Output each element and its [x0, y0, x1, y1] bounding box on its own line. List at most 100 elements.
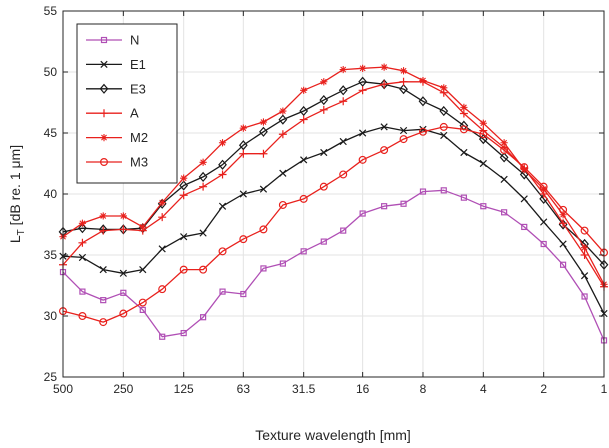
data-point-a	[218, 170, 227, 179]
data-point-e1	[119, 269, 127, 277]
legend-label-m3: M3	[130, 155, 148, 170]
legend-label-n: N	[130, 33, 139, 48]
legend-item-n: N	[86, 33, 139, 48]
legend-marker-e1	[100, 60, 108, 69]
legend-item-e1: E1	[86, 57, 146, 72]
data-point-m2	[180, 174, 188, 182]
legend-item-e3: E3	[86, 81, 146, 96]
data-point-m2	[380, 63, 388, 71]
data-point-m2	[540, 185, 548, 193]
data-point-m3	[199, 265, 208, 274]
data-point-m2	[500, 139, 508, 147]
data-point-m2	[259, 118, 268, 126]
data-point-m3	[99, 318, 108, 327]
data-point-e1	[239, 190, 247, 198]
legend-item-m3: M3	[86, 155, 148, 170]
y-axis-label: LT [dB re. 1 μm]	[7, 145, 27, 243]
data-point-m2	[339, 65, 347, 74]
data-point-e1	[99, 266, 107, 274]
data-point-m3	[239, 235, 248, 244]
data-point-m3	[158, 285, 167, 294]
data-point-m2	[520, 166, 528, 174]
data-point-m2	[279, 107, 287, 115]
data-point-e3	[439, 105, 449, 117]
data-point-e1	[339, 137, 347, 146]
data-point-e1	[399, 126, 408, 135]
data-point-e3	[418, 96, 428, 107]
data-point-e3	[278, 114, 288, 125]
x-tick-label-63: 63	[237, 382, 251, 396]
series-m2	[59, 63, 608, 288]
legend-label-a: A	[130, 106, 139, 121]
data-point-n	[581, 293, 588, 300]
data-point-m3	[358, 155, 367, 164]
series-line-m3	[62, 126, 605, 323]
series-m3	[58, 122, 608, 327]
data-point-a	[299, 115, 308, 124]
data-point-m3	[339, 170, 348, 179]
data-point-m2	[300, 86, 308, 94]
data-point-m2	[139, 223, 147, 231]
data-point-m3	[520, 163, 529, 172]
data-point-m2	[580, 244, 589, 252]
x-tick-label-250: 250	[113, 382, 133, 396]
data-point-m3	[380, 146, 389, 155]
data-point-m3	[218, 247, 227, 256]
x-tick-label-2: 2	[540, 382, 547, 396]
data-point-e1	[180, 233, 188, 241]
data-point-n	[120, 289, 127, 296]
data-point-n	[460, 194, 467, 201]
data-point-m3	[259, 225, 268, 234]
data-point-e1	[380, 123, 388, 131]
y-axis-label-unit: [dB re. 1 μm]	[7, 145, 23, 229]
data-point-m3	[138, 298, 147, 307]
x-tick-label-125: 125	[174, 382, 194, 396]
data-point-a	[158, 213, 167, 222]
series-line-e3	[62, 81, 605, 266]
data-point-e1	[479, 159, 487, 168]
data-point-n	[559, 261, 567, 268]
data-point-a	[559, 219, 568, 228]
y-tick-label-25: 25	[44, 370, 58, 384]
data-point-e1	[300, 156, 308, 164]
y-tick-label-55: 55	[44, 4, 58, 18]
legend-marker-m2	[100, 134, 108, 142]
data-point-e1	[359, 129, 367, 137]
x-tick-label-4: 4	[480, 382, 487, 396]
data-point-n	[320, 238, 327, 245]
data-point-a	[278, 130, 287, 139]
data-point-a	[339, 97, 348, 106]
data-point-e3	[299, 105, 309, 117]
data-point-n	[159, 333, 166, 340]
data-point-n	[139, 306, 146, 313]
x-tick-label-500: 500	[53, 382, 73, 396]
data-point-e1	[440, 131, 448, 140]
data-point-a	[259, 149, 268, 158]
data-point-n	[359, 210, 366, 217]
data-point-e3	[198, 171, 208, 183]
data-point-m3	[439, 122, 448, 131]
data-point-e1	[520, 195, 528, 203]
data-point-m2	[119, 212, 127, 220]
data-point-a	[119, 225, 128, 234]
data-point-n	[260, 265, 267, 272]
data-point-n	[240, 290, 247, 298]
x-tick-label-8: 8	[420, 382, 427, 396]
data-point-e3	[399, 83, 408, 95]
legend-item-m2: M2	[86, 130, 148, 145]
data-point-n	[279, 260, 286, 267]
data-point-a	[399, 77, 408, 86]
series-e1	[59, 123, 608, 318]
data-point-n	[219, 288, 226, 295]
data-point-n	[400, 200, 407, 207]
series-line-e1	[62, 126, 605, 314]
data-point-e1	[559, 240, 567, 248]
y-tick-label-40: 40	[44, 187, 58, 201]
legend-box	[76, 23, 178, 184]
data-point-m2	[99, 212, 107, 220]
data-point-e3	[118, 224, 128, 235]
data-point-m3	[539, 182, 548, 191]
data-point-e1	[540, 218, 548, 226]
data-point-m3	[78, 312, 87, 321]
data-point-m2	[479, 119, 487, 127]
